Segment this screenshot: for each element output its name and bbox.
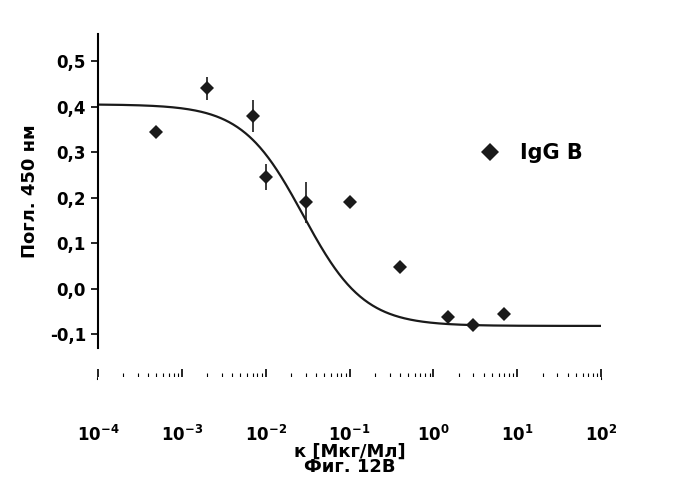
Y-axis label: Погл. 450 нм: Погл. 450 нм	[21, 124, 38, 257]
Text: к [Мкг/Мл]: к [Мкг/Мл]	[294, 442, 405, 461]
Legend: IgG B: IgG B	[461, 135, 591, 171]
Text: Фиг. 12В: Фиг. 12В	[304, 458, 395, 476]
